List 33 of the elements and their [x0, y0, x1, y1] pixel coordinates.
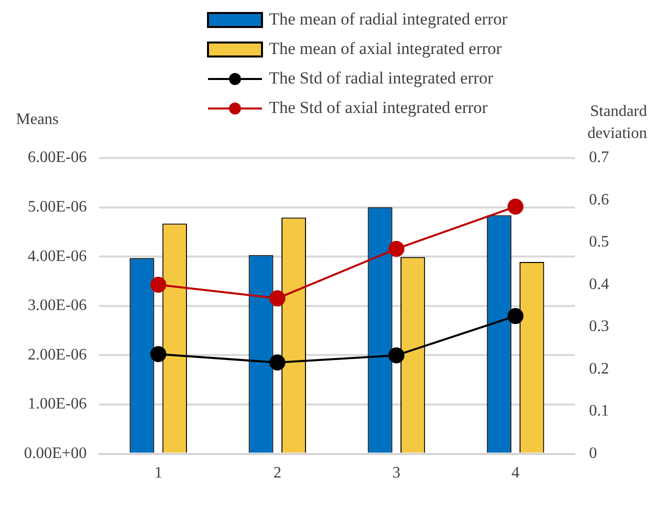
point — [269, 354, 286, 371]
x-tick-label: 1 — [154, 464, 162, 482]
y-tick-label: 6.00E-06 — [28, 149, 87, 166]
y-tick-label: 5.00E-06 — [28, 198, 87, 216]
legend-label: The mean of radial integrated error — [269, 9, 508, 28]
y-tick-label: 4.00E-06 — [28, 248, 87, 265]
x-tick-label: 4 — [511, 464, 520, 482]
legend-label: The Std of axial integrated error — [269, 98, 488, 117]
point — [507, 198, 524, 215]
legend-label: The mean of axial integrated error — [269, 38, 502, 58]
y2-tick-label: 0.7 — [589, 149, 609, 166]
y-axis-title: Means — [16, 111, 59, 128]
y-tick-label: 2.00E-06 — [28, 346, 87, 364]
y2-tick-label: 0.2 — [589, 360, 609, 378]
y-tick-label: 1.00E-06 — [28, 396, 87, 413]
point — [507, 308, 524, 324]
x-tick-label: 3 — [392, 464, 400, 482]
y2-tick-label: 0.3 — [589, 318, 609, 336]
y2-tick-label: 0.4 — [589, 276, 609, 293]
y2-tick-label: 0 — [589, 445, 597, 462]
point — [150, 276, 166, 293]
y2-tick-label: 0.1 — [589, 402, 609, 420]
point — [269, 290, 286, 306]
point — [388, 240, 404, 257]
y2-axis-title: Standard deviation — [587, 103, 647, 142]
y2-tick-label: 0.5 — [589, 234, 609, 251]
y-tick-label: 3.00E-06 — [28, 297, 87, 314]
point — [388, 347, 404, 364]
y2-tick-label: 0.6 — [589, 191, 609, 208]
point — [150, 346, 166, 362]
legend-label: The Std of radial integrated error — [269, 68, 494, 88]
y-tick-label: 0.00E+00 — [24, 445, 87, 462]
x-tick-label: 2 — [273, 464, 282, 482]
